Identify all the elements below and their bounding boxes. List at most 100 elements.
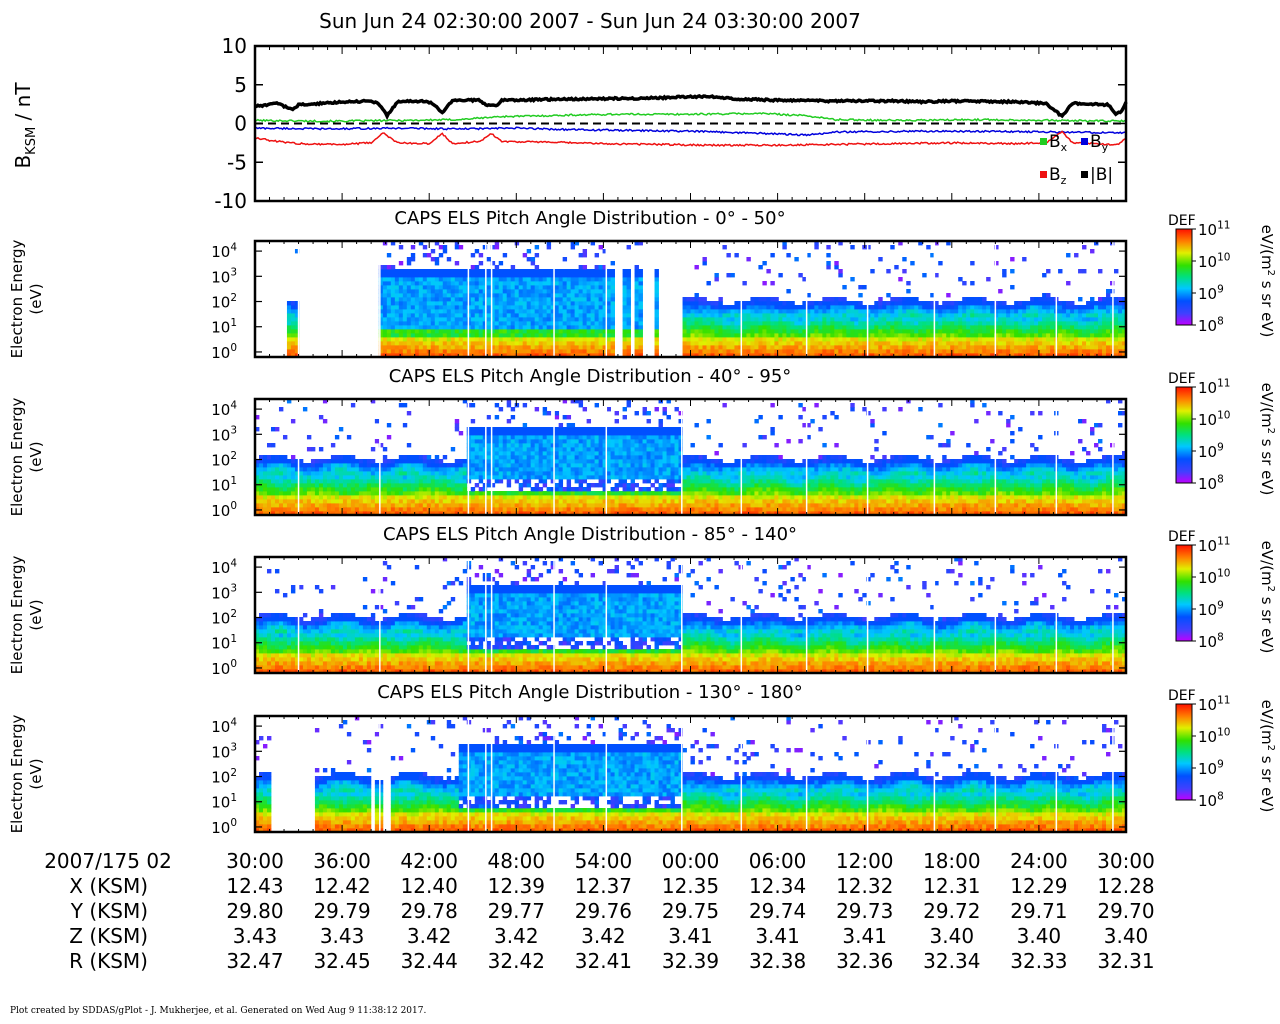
pad-cell bbox=[266, 503, 272, 508]
pad-cell bbox=[502, 289, 508, 294]
pad-cell bbox=[414, 471, 420, 476]
pad-cell bbox=[282, 503, 288, 508]
pad-cell bbox=[866, 349, 871, 354]
pad-cell bbox=[622, 337, 627, 342]
pad-cell bbox=[362, 499, 368, 504]
pad-cell bbox=[862, 321, 867, 326]
pad-cell bbox=[602, 333, 607, 338]
pad-cell bbox=[970, 333, 975, 338]
pad-cell bbox=[378, 281, 384, 286]
pad-cell bbox=[838, 321, 843, 326]
pad-cell bbox=[526, 345, 532, 350]
mag-series-y bbox=[254, 126, 1127, 137]
pad-cell bbox=[566, 273, 572, 278]
pad-cell bbox=[538, 317, 544, 322]
pad-cell bbox=[818, 349, 823, 354]
pad-cell bbox=[742, 281, 747, 286]
pad-cell bbox=[318, 479, 324, 484]
pad-cell bbox=[442, 293, 448, 298]
pad-cell bbox=[382, 479, 388, 484]
pad-cell bbox=[590, 325, 596, 330]
pad-cell bbox=[262, 463, 268, 468]
pad-cell bbox=[586, 345, 592, 350]
pad-cell bbox=[638, 341, 643, 346]
pad-cell bbox=[450, 297, 456, 302]
pad-cell bbox=[554, 451, 560, 456]
pad-cell bbox=[398, 305, 404, 310]
pad-cell bbox=[1034, 349, 1039, 354]
pad-cell bbox=[570, 443, 576, 448]
pad-cell bbox=[770, 325, 775, 330]
pad-cell bbox=[322, 419, 328, 424]
pad-cell bbox=[410, 455, 416, 460]
pad-cell bbox=[554, 297, 560, 302]
pad-cell bbox=[454, 297, 460, 302]
pad-cell bbox=[782, 333, 787, 338]
pad-cell bbox=[398, 337, 404, 342]
pad-cell bbox=[498, 289, 504, 294]
pad-cell bbox=[1074, 341, 1079, 346]
pad-cell bbox=[906, 337, 911, 342]
pad-cell bbox=[546, 329, 552, 334]
pad-cell bbox=[802, 353, 807, 358]
pad-cell bbox=[1074, 305, 1079, 310]
pad-cell bbox=[486, 349, 492, 354]
pad-cell bbox=[626, 313, 631, 318]
pad-cell bbox=[294, 329, 300, 334]
pad-cell bbox=[442, 487, 448, 492]
pad-cell bbox=[406, 507, 412, 512]
pad-cell bbox=[958, 337, 963, 342]
pad-cell bbox=[478, 285, 484, 290]
pad-cell bbox=[550, 269, 556, 274]
pad-cell bbox=[858, 285, 863, 290]
pad-cell bbox=[1074, 313, 1079, 318]
pad-cell bbox=[682, 309, 687, 314]
pad-cell bbox=[994, 325, 999, 330]
pad-cell bbox=[870, 269, 875, 274]
pad-cell bbox=[478, 475, 484, 480]
pad-cell bbox=[290, 309, 296, 314]
pad-cell bbox=[434, 285, 440, 290]
pad-cell bbox=[450, 337, 456, 342]
pad-cell bbox=[786, 345, 791, 350]
pad-cell bbox=[910, 321, 915, 326]
pad-cell bbox=[622, 341, 627, 346]
pad-cell bbox=[538, 269, 544, 274]
pad-cell bbox=[586, 289, 592, 294]
pad-cell bbox=[762, 333, 767, 338]
pad-cell bbox=[1074, 349, 1079, 354]
pad-cell bbox=[462, 313, 468, 318]
pad-cell bbox=[578, 495, 584, 500]
pad-cell bbox=[1086, 301, 1091, 306]
pad-cell bbox=[330, 503, 336, 508]
pad-cell bbox=[634, 309, 639, 314]
pad-cell bbox=[470, 503, 476, 508]
pad-cell bbox=[994, 329, 999, 334]
pad-cell bbox=[998, 341, 1003, 346]
pad-cell bbox=[562, 353, 568, 358]
pad-cell bbox=[854, 337, 859, 342]
pad-cell bbox=[426, 269, 432, 274]
pad-cell bbox=[550, 353, 556, 358]
pad-cell bbox=[1042, 321, 1047, 326]
pad-cell bbox=[694, 309, 699, 314]
pad-cell bbox=[382, 503, 388, 508]
pad-cell bbox=[262, 471, 268, 476]
pad-cell bbox=[446, 471, 452, 476]
pad-cell bbox=[574, 277, 580, 282]
pad-cell bbox=[414, 297, 420, 302]
pad-cell bbox=[358, 507, 364, 512]
pad-cell bbox=[378, 285, 384, 290]
pad-cell bbox=[402, 273, 408, 278]
pad-cell bbox=[454, 333, 460, 338]
pad-cell bbox=[950, 353, 955, 358]
pad-cell bbox=[422, 313, 428, 318]
pad-cell bbox=[830, 325, 835, 330]
pad-cell bbox=[330, 479, 336, 484]
pad-cell bbox=[1026, 329, 1031, 334]
pad-cell bbox=[602, 305, 607, 310]
pad-cell bbox=[494, 297, 500, 302]
pad-cell bbox=[506, 483, 512, 488]
pad-cell bbox=[522, 353, 528, 358]
pad-cell bbox=[430, 483, 436, 488]
